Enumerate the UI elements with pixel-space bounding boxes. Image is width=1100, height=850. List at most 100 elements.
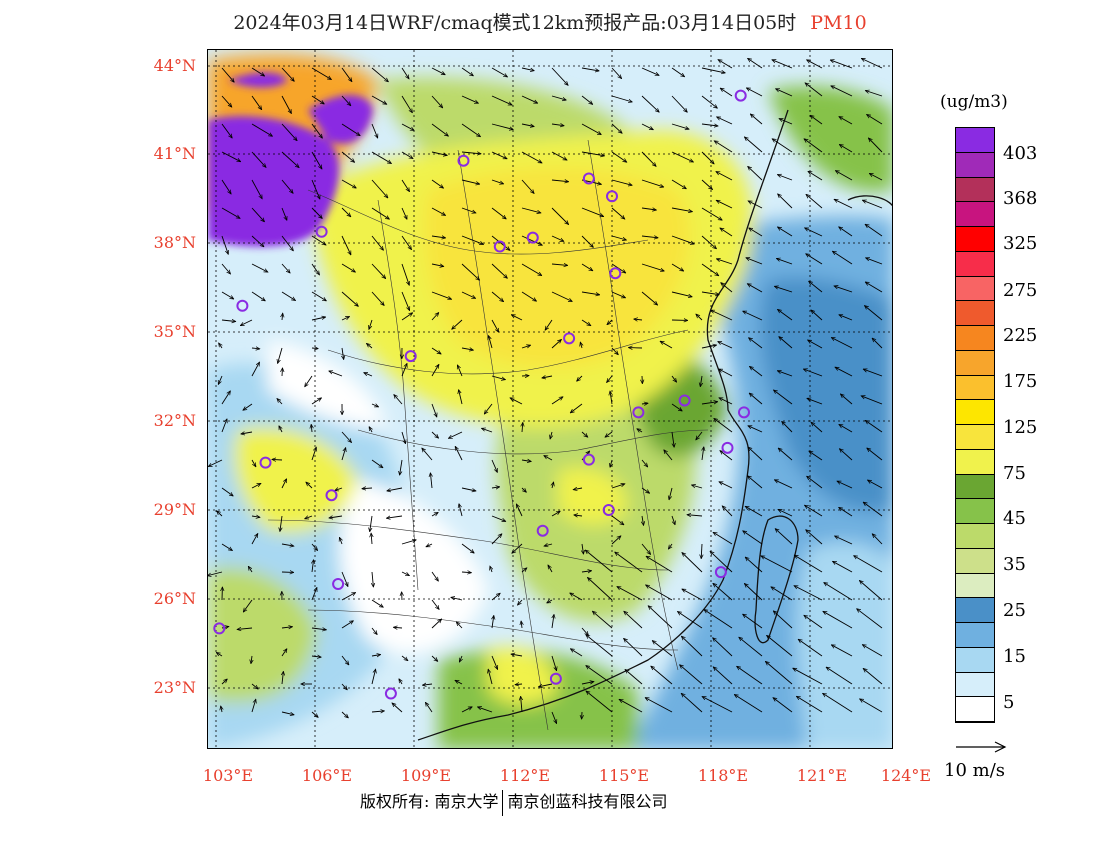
wind-arrow	[369, 319, 373, 329]
wind-arrow	[401, 179, 410, 192]
wind-arrow	[251, 683, 258, 689]
lon-label-103: 103°E	[202, 766, 254, 785]
lat-label-32: 32°N	[153, 411, 196, 430]
wind-arrow	[491, 459, 498, 472]
wind-arrow	[547, 600, 553, 603]
wind-arrow	[739, 637, 763, 657]
wind-arrow	[806, 194, 823, 209]
wind-arrow	[551, 180, 569, 182]
wind-arrow	[341, 593, 356, 601]
wind-arrow	[865, 420, 883, 433]
wind-arrow	[869, 173, 883, 181]
wind-arrow	[641, 543, 651, 554]
wind-arrow	[798, 639, 823, 657]
wind-arrow	[221, 207, 240, 218]
wind-arrow	[586, 691, 613, 713]
wind-arrow	[311, 151, 322, 169]
wind-arrow	[448, 431, 463, 439]
wind-arrow	[425, 702, 433, 713]
wind-arrow	[251, 655, 252, 664]
wind-arrow	[221, 151, 241, 162]
wind-arrow	[710, 551, 733, 573]
wind-arrow	[221, 543, 232, 551]
wind-arrow	[491, 487, 500, 488]
wind-arrow	[865, 224, 883, 237]
city-marker-c15	[721, 441, 734, 454]
wind-arrow	[341, 123, 360, 136]
wind-arrow	[281, 151, 299, 168]
wind-arrow	[431, 95, 443, 108]
wind-arrow	[311, 123, 322, 138]
wind-arrow	[839, 507, 853, 517]
wind-arrow	[671, 67, 685, 77]
wind-arrow	[401, 263, 409, 285]
wind-arrow	[281, 479, 288, 489]
wind-arrow	[794, 586, 823, 601]
wind-arrow	[551, 655, 557, 671]
wind-arrow	[341, 683, 347, 690]
wind-arrow	[779, 119, 793, 125]
wind-arrow	[678, 612, 703, 629]
colorbar-swatch	[956, 524, 994, 549]
wind-arrow	[824, 583, 853, 601]
wind-arrow	[221, 291, 234, 299]
wind-arrow	[711, 309, 733, 321]
wind-arrow	[341, 207, 351, 217]
wind-arrow	[243, 403, 253, 410]
colorbar-tick-label: 25	[1003, 600, 1026, 621]
wind-arrow	[221, 263, 231, 274]
wind-arrow	[278, 347, 283, 363]
wind-arrow	[521, 568, 527, 573]
colorbar-swatch	[956, 647, 994, 673]
lon-label-121: 121°E	[796, 766, 848, 785]
wind-arrow	[865, 306, 883, 321]
wind-arrow	[771, 587, 793, 601]
lon-label-124: 124°E	[880, 766, 932, 785]
wind-arrow	[862, 645, 883, 657]
forecast-map[interactable]	[207, 49, 893, 749]
wind-arrow	[779, 337, 793, 349]
wind-arrow	[251, 534, 258, 545]
wind-arrow	[839, 424, 853, 433]
wind-arrow	[251, 348, 260, 349]
wind-arrow	[251, 207, 265, 222]
wind-arrow	[461, 487, 476, 491]
wind-arrow	[551, 397, 563, 405]
wind-arrow	[401, 655, 408, 661]
wind-arrow	[431, 236, 446, 238]
wind-arrow	[641, 291, 658, 305]
wind-arrow	[611, 347, 618, 355]
wind-arrow	[371, 627, 377, 635]
colorbar-tick-label: 15	[1003, 646, 1026, 667]
wind-arrow	[461, 572, 471, 573]
colorbar-tick-label: 225	[1003, 325, 1038, 346]
wind-arrow	[746, 258, 763, 265]
wind-arrow	[772, 139, 793, 153]
wind-arrow	[208, 571, 223, 576]
wind-arrow	[372, 571, 373, 587]
wind-arrow	[251, 67, 265, 76]
wind-arrow	[637, 429, 643, 432]
wind-arrow	[461, 291, 476, 299]
lon-label-112: 112°E	[499, 766, 551, 785]
wind-arrow	[544, 544, 553, 546]
wind-arrow	[490, 566, 492, 573]
wind-arrow	[311, 656, 321, 657]
wind-arrow	[491, 235, 510, 250]
wind-arrow	[671, 403, 682, 411]
wind-arrow	[671, 375, 677, 382]
wind-arrow	[251, 95, 262, 110]
wind-arrow	[867, 115, 883, 125]
wind-arrow	[221, 67, 234, 82]
wind-arrow	[611, 515, 624, 525]
colorbar-swatch	[956, 227, 994, 252]
wind-arrow	[461, 348, 473, 350]
wind-arrow	[746, 88, 763, 97]
wind-arrow	[512, 543, 523, 553]
city-marker-c23	[213, 622, 226, 635]
wind-arrow	[251, 291, 265, 301]
wind-arrow	[682, 553, 703, 573]
wind-arrow	[641, 487, 650, 493]
wind-arrow	[811, 310, 823, 321]
wind-arrow	[747, 284, 763, 293]
